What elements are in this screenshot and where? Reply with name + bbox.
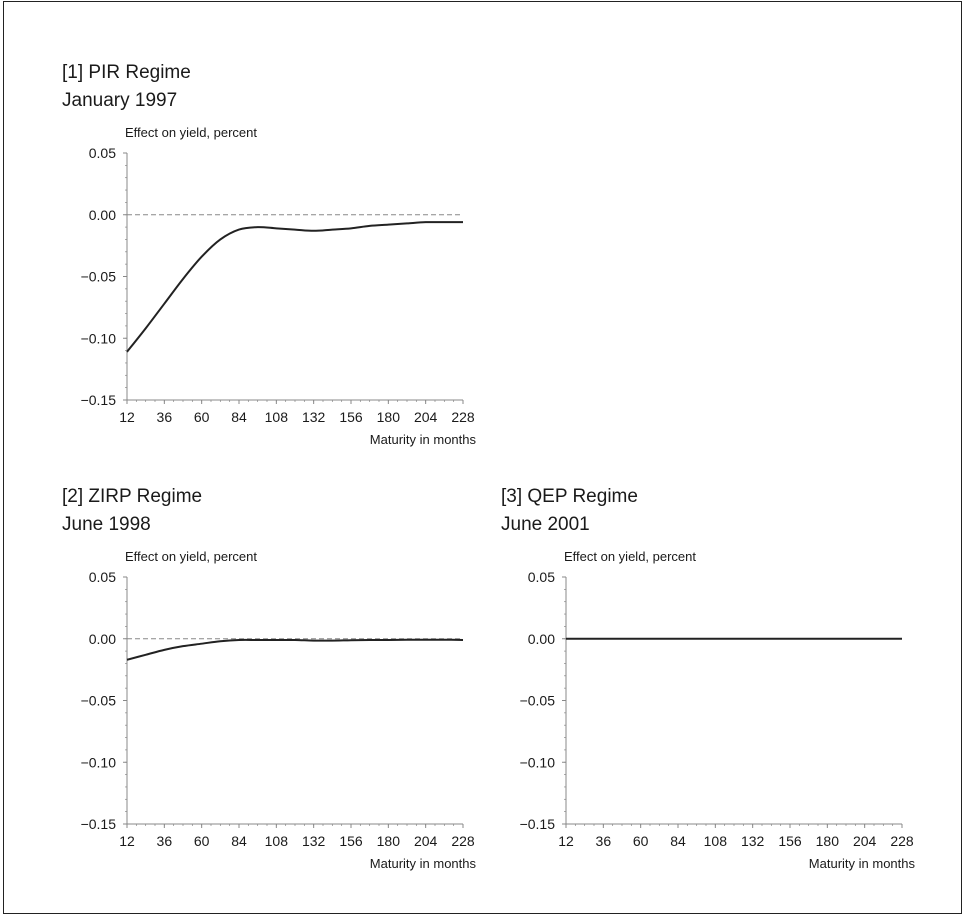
x-tick-label: 132 <box>302 409 326 425</box>
chart-panel-2: [2] ZIRP Regime June 1998 Effect on yield,… <box>62 486 476 871</box>
x-axis-label: Maturity in months <box>370 432 477 447</box>
x-tick-label: 12 <box>119 833 135 849</box>
y-tick-label: −0.10 <box>81 330 117 346</box>
chart-panel-1: [1] PIR Regime January 1997 Effect on yiel… <box>62 62 476 447</box>
y-tick-label: −0.15 <box>81 392 117 408</box>
x-tick-label: 60 <box>633 833 649 849</box>
x-tick-label: 36 <box>157 833 173 849</box>
y-tick-label: −0.05 <box>81 269 117 285</box>
x-tick-label: 156 <box>339 409 363 425</box>
y-tick-label: 0.05 <box>528 569 555 585</box>
y-tick-label: 0.00 <box>89 631 116 647</box>
x-tick-label: 204 <box>414 833 438 849</box>
x-tick-label: 228 <box>890 833 914 849</box>
x-tick-label: 108 <box>704 833 728 849</box>
panel-subtitle: January 1997 <box>62 90 177 111</box>
y-tick-label: 0.05 <box>89 569 116 585</box>
y-axis-label: Effect on yield, percent <box>125 549 257 564</box>
x-tick-label: 180 <box>816 833 840 849</box>
x-axis-label: Maturity in months <box>370 856 477 871</box>
x-tick-label: 228 <box>451 833 475 849</box>
chart-panel-3: [3] QEP Regime June 2001 Effect on yield, … <box>501 486 915 871</box>
y-tick-label: −0.15 <box>81 816 117 832</box>
y-tick-label: −0.10 <box>81 754 117 770</box>
y-axis-label: Effect on yield, percent <box>564 549 696 564</box>
panel-title: [2] ZIRP Regime <box>62 486 202 507</box>
panel-title: [3] QEP Regime <box>501 486 638 507</box>
y-tick-label: 0.00 <box>528 631 555 647</box>
y-tick-label: −0.05 <box>81 693 117 709</box>
y-tick-label: −0.10 <box>520 754 556 770</box>
x-tick-label: 108 <box>265 833 289 849</box>
x-tick-label: 132 <box>302 833 326 849</box>
figure-frame <box>3 1 962 914</box>
panel-subtitle: June 2001 <box>501 514 590 535</box>
x-tick-label: 156 <box>778 833 802 849</box>
x-tick-label: 60 <box>194 833 210 849</box>
x-tick-label: 132 <box>741 833 765 849</box>
x-tick-label: 228 <box>451 409 475 425</box>
x-tick-label: 12 <box>119 409 135 425</box>
panel-title: [1] PIR Regime <box>62 62 191 83</box>
x-tick-label: 156 <box>339 833 363 849</box>
x-tick-label: 204 <box>853 833 877 849</box>
x-axis-label: Maturity in months <box>809 856 916 871</box>
x-tick-label: 84 <box>231 409 247 425</box>
series-line <box>126 221 463 353</box>
x-tick-label: 84 <box>231 833 247 849</box>
y-tick-label: 0.05 <box>89 145 116 161</box>
x-tick-label: 204 <box>414 409 438 425</box>
series-line <box>126 638 464 661</box>
x-tick-label: 180 <box>377 409 401 425</box>
x-tick-label: 108 <box>265 409 289 425</box>
y-tick-label: −0.05 <box>520 693 556 709</box>
y-tick-label: 0.00 <box>89 207 116 223</box>
y-tick-label: −0.15 <box>520 816 556 832</box>
y-axis-label: Effect on yield, percent <box>125 125 257 140</box>
x-tick-label: 180 <box>377 833 401 849</box>
x-tick-label: 12 <box>558 833 574 849</box>
x-tick-label: 60 <box>194 409 210 425</box>
x-tick-label: 36 <box>596 833 612 849</box>
x-tick-label: 84 <box>670 833 686 849</box>
x-tick-label: 36 <box>157 409 173 425</box>
panel-subtitle: June 1998 <box>62 514 151 535</box>
